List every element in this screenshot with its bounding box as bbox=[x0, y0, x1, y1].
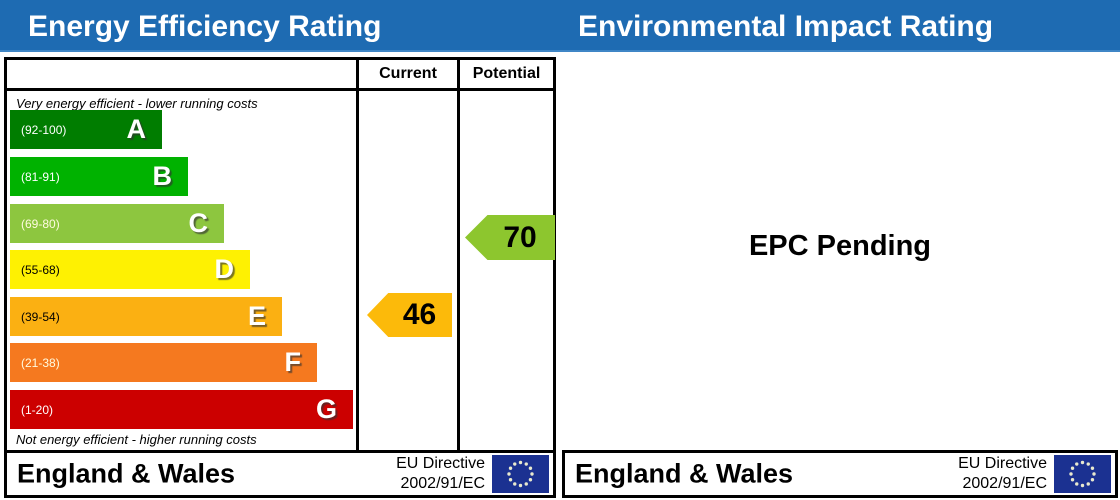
title-bar: Energy Efficiency Rating Environmental I… bbox=[0, 0, 1120, 52]
band-bar-g: (1-20) G bbox=[10, 390, 353, 429]
current-column-header: Current bbox=[379, 65, 437, 82]
band-bar-a: (92-100) A bbox=[10, 110, 162, 149]
environmental-impact-title: Environmental Impact Rating bbox=[578, 10, 994, 43]
current-column-divider bbox=[356, 60, 359, 450]
band-range-label: (39-54) bbox=[21, 309, 60, 324]
band-bar-f: (21-38) F bbox=[10, 343, 317, 382]
energy-rating-panel: Current Potential Very energy efficient … bbox=[4, 57, 556, 498]
eu-flag-icon bbox=[1054, 455, 1111, 493]
band-range-label: (21-38) bbox=[21, 355, 60, 370]
band-range-label: (69-80) bbox=[21, 216, 60, 231]
band-letter: C bbox=[188, 208, 209, 238]
epc-pending-message: EPC Pending bbox=[748, 230, 932, 262]
band-bar-e: (39-54) E bbox=[10, 297, 282, 336]
current-rating-value: 46 bbox=[402, 298, 437, 331]
band-range-label: (1-20) bbox=[21, 402, 54, 417]
rating-table-header: Current Potential bbox=[7, 60, 553, 91]
eu-flag-icon bbox=[492, 455, 549, 493]
band-letter: A bbox=[126, 114, 147, 144]
band-range-label: (81-91) bbox=[21, 169, 60, 184]
energy-efficiency-title: Energy Efficiency Rating bbox=[28, 10, 382, 43]
current-rating-arrow: 46 bbox=[367, 293, 452, 337]
region-label: England & Wales bbox=[575, 458, 794, 489]
band-range-label: (92-100) bbox=[21, 122, 67, 137]
band-letter: G bbox=[315, 394, 337, 424]
eu-directive-label: EU Directive 2002/91/EC bbox=[396, 455, 485, 492]
potential-rating-arrow: 70 bbox=[465, 215, 555, 260]
band-letter: E bbox=[247, 301, 266, 331]
band-range-label: (55-68) bbox=[21, 262, 60, 277]
potential-column-divider bbox=[457, 60, 460, 450]
band-bar-d: (55-68) D bbox=[10, 250, 250, 289]
efficient-note: Very energy efficient - lower running co… bbox=[16, 96, 258, 111]
eu-directive-label: EU Directive 2002/91/EC bbox=[958, 455, 1047, 492]
band-letter: F bbox=[284, 347, 302, 377]
left-footer: England & Wales EU Directive 2002/91/EC bbox=[7, 450, 553, 495]
band-letter: B bbox=[152, 161, 173, 191]
band-letter: D bbox=[214, 254, 235, 284]
potential-column-header: Potential bbox=[472, 65, 541, 82]
band-bar-b: (81-91) B bbox=[10, 157, 188, 196]
potential-rating-value: 70 bbox=[503, 220, 537, 254]
band-bar-c: (69-80) C bbox=[10, 204, 224, 243]
not-efficient-note: Not energy efficient - higher running co… bbox=[16, 432, 257, 447]
right-footer: England & Wales EU Directive 2002/91/EC bbox=[562, 450, 1118, 498]
region-label: England & Wales bbox=[17, 458, 236, 489]
